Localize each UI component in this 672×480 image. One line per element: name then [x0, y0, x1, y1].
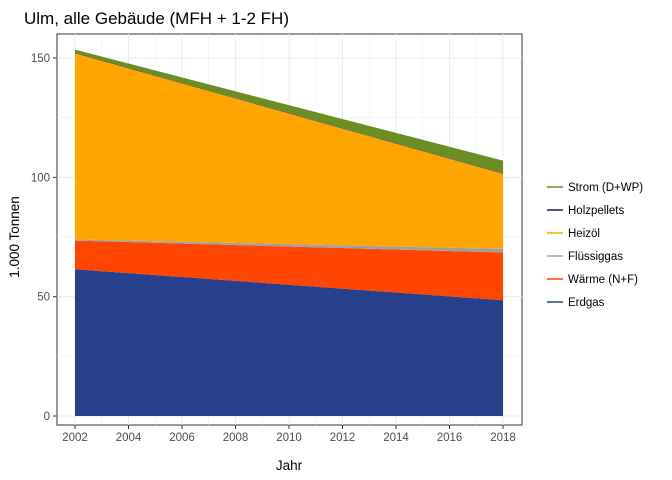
legend-item: Strom (D+WP) — [546, 179, 643, 196]
legend-label: Strom (D+WP) — [568, 182, 643, 194]
x-tick-label: 2008 — [223, 432, 249, 444]
area-fl-ssiggas — [75, 239, 503, 253]
area-erdgas — [75, 269, 503, 416]
legend-label: Wärme (N+F) — [568, 274, 638, 286]
chart-title: Ulm, alle Gebäude (MFH + 1-2 FH) — [24, 9, 289, 28]
y-tick-label: 100 — [31, 172, 50, 184]
legend: Strom (D+WP) Holzpellets Heizöl Flüssiggas W… — [546, 179, 643, 311]
y-axis-title: 1.000 Tonnen — [7, 196, 22, 278]
x-tick-label: 2016 — [437, 432, 463, 444]
x-tick-label: 2010 — [276, 432, 302, 444]
x-tick-label: 2018 — [490, 432, 516, 444]
area-w-rme-n-f- — [75, 240, 503, 301]
area-heiz-l — [75, 53, 503, 249]
legend-item: Wärme (N+F) — [546, 271, 638, 288]
y-axis: 0 50 100 150 — [31, 53, 57, 423]
area-series — [75, 49, 503, 416]
y-tick-label: 150 — [31, 53, 50, 65]
legend-item: Heizöl — [546, 225, 600, 242]
y-tick-label: 50 — [37, 292, 50, 304]
legend-item: Erdgas — [546, 294, 605, 311]
legend-label: Holzpellets — [568, 205, 624, 217]
x-axis-title: Jahr — [276, 458, 303, 473]
x-tick-label: 2014 — [383, 432, 409, 444]
area-strom-d-wp- — [75, 49, 503, 174]
legend-label: Erdgas — [568, 297, 605, 309]
x-tick-label: 2002 — [62, 432, 88, 444]
x-tick-label: 2006 — [169, 432, 195, 444]
x-tick-label: 2012 — [330, 432, 356, 444]
legend-label: Flüssiggas — [568, 251, 623, 263]
legend-label: Heizöl — [568, 228, 600, 240]
x-tick-label: 2004 — [116, 432, 142, 444]
legend-item: Flüssiggas — [546, 248, 623, 265]
x-axis: 2002 2004 2006 2008 2010 2012 2014 2016 2018 — [62, 425, 516, 444]
legend-item: Holzpellets — [546, 202, 624, 219]
y-tick-label: 0 — [44, 411, 50, 423]
area-holzpellets — [75, 52, 503, 174]
